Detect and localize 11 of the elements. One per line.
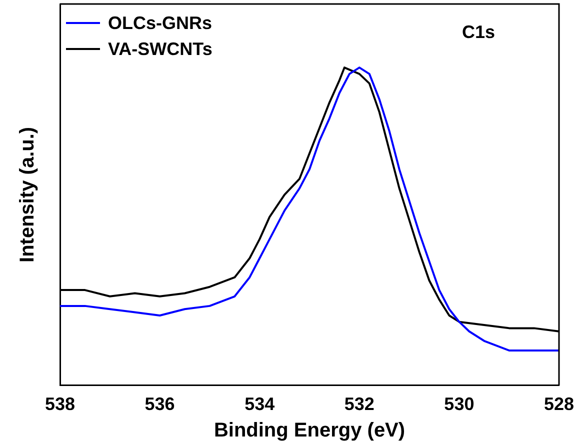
y-axis-title: Intensity (a.u.) — [16, 126, 39, 262]
x-tick-label: 532 — [344, 394, 374, 414]
x-axis-title: Binding Energy (eV) — [214, 420, 406, 442]
x-tick-label: 530 — [444, 394, 474, 414]
text: C1s — [462, 22, 495, 43]
legend-label: OLCs-GNRs — [108, 12, 212, 34]
x-tick-label: 528 — [544, 394, 574, 414]
x-tick-label: 536 — [144, 394, 175, 414]
legend-label: VA-SWCNTs — [108, 38, 212, 60]
x-tick-label: 538 — [44, 394, 76, 414]
x-tick-label: 534 — [244, 394, 275, 414]
